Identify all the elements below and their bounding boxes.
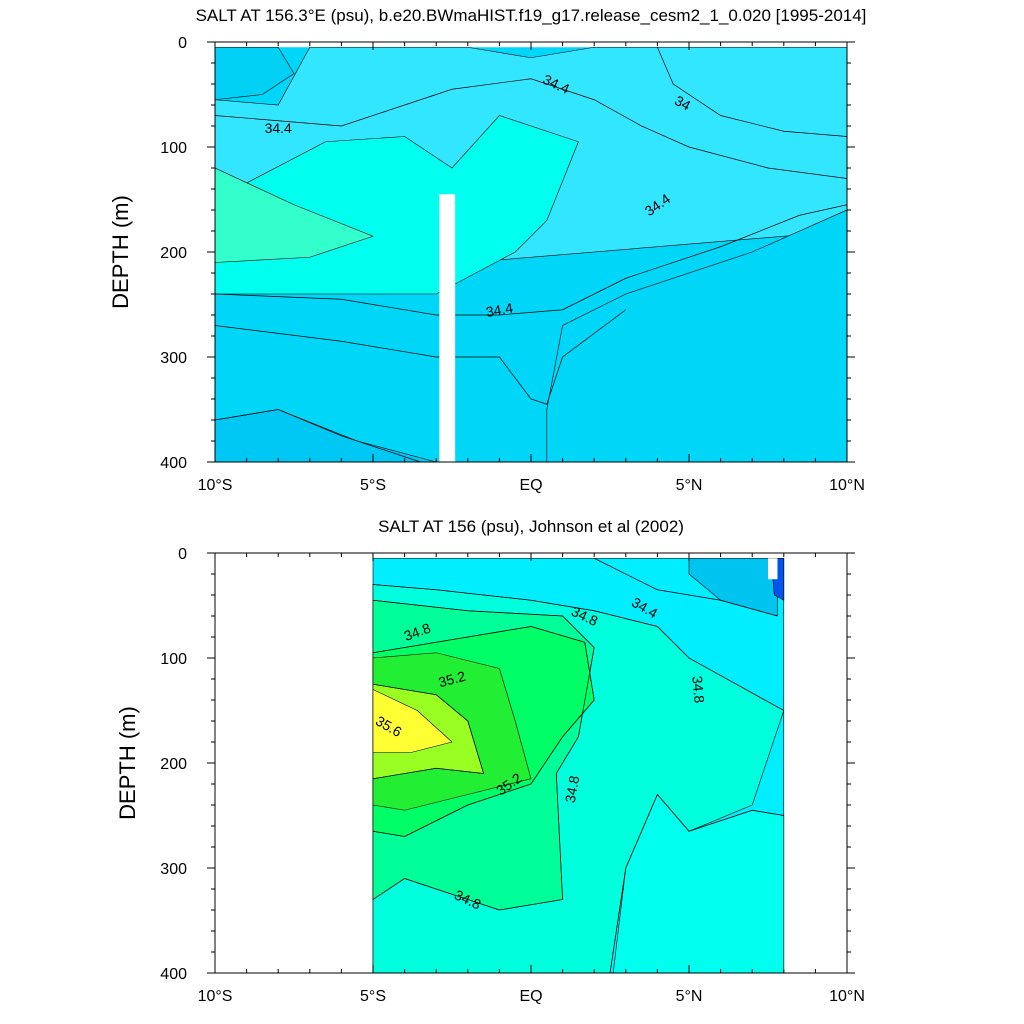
contour-band [215, 167, 374, 263]
x-tick-label: EQ [519, 988, 542, 1005]
contour-line [215, 309, 627, 405]
missing-data-column [768, 558, 778, 580]
chart-title: SALT AT 156 (psu), Johnson et al (2002) [378, 517, 684, 536]
x-tick-label: 10°N [829, 477, 865, 494]
x-tick-label: 5°N [676, 988, 703, 1005]
y-tick-label: 100 [160, 140, 187, 157]
axis-ticks: 10°S 5°S EQ 5°N 10°N 0 100 200 300 400 [160, 35, 865, 494]
y-tick-label: 400 [160, 455, 187, 472]
x-tick-label: 5°S [360, 988, 386, 1005]
x-tick-label: 10°S [198, 988, 233, 1005]
contour-line [372, 683, 485, 780]
contour-band [546, 209, 847, 462]
contour-line [215, 409, 421, 462]
y-tick-label: 400 [160, 966, 187, 983]
contour-line [372, 599, 595, 911]
contour-line [215, 78, 847, 179]
axis-ticks: 10°S 5°S EQ 5°N 10°N 0 100 200 300 400 [160, 546, 865, 1005]
y-tick-label: 0 [178, 35, 187, 52]
plot-area: 34.835.235.635.234.8 34.434.834.834.8 [372, 557, 785, 973]
contour-label: 34.4 [265, 120, 292, 136]
x-tick-label: 5°S [360, 477, 386, 494]
contour-line [215, 204, 847, 316]
y-tick-label: 300 [160, 861, 187, 878]
contour-line [372, 626, 595, 837]
contour-label: 34.8 [689, 675, 707, 704]
x-tick-label: 5°N [676, 477, 703, 494]
contour-line [372, 584, 784, 711]
y-axis-label: DEPTH (m) [115, 706, 140, 820]
panel-bottom: SALT AT 156 (psu), Johnson et al (2002) … [115, 517, 865, 1005]
contour-label: 34.4 [485, 299, 515, 320]
y-tick-label: 300 [160, 350, 187, 367]
missing-data-column [439, 194, 456, 462]
contour-label: 34 [672, 92, 693, 114]
contour-band [372, 689, 453, 753]
contour-line [609, 793, 784, 973]
panel-top: SALT AT 156.3°E (psu), b.e20.BWmaHIST.f1… [108, 6, 866, 494]
contour-band [215, 46, 295, 101]
contour-line [594, 557, 778, 617]
chart-title: SALT AT 156.3°E (psu), b.e20.BWmaHIST.f1… [196, 6, 867, 25]
y-tick-label: 0 [178, 546, 187, 563]
x-tick-label: 10°N [829, 988, 865, 1005]
contour-line [657, 47, 847, 137]
x-tick-label: EQ [519, 477, 542, 494]
contour-label: 35.2 [437, 668, 468, 691]
y-tick-label: 200 [160, 245, 187, 262]
contour-label: 34.8 [562, 774, 583, 804]
y-tick-label: 100 [160, 651, 187, 668]
y-tick-label: 200 [160, 756, 187, 773]
x-tick-label: 10°S [198, 477, 233, 494]
y-axis-label: DEPTH (m) [108, 195, 133, 309]
